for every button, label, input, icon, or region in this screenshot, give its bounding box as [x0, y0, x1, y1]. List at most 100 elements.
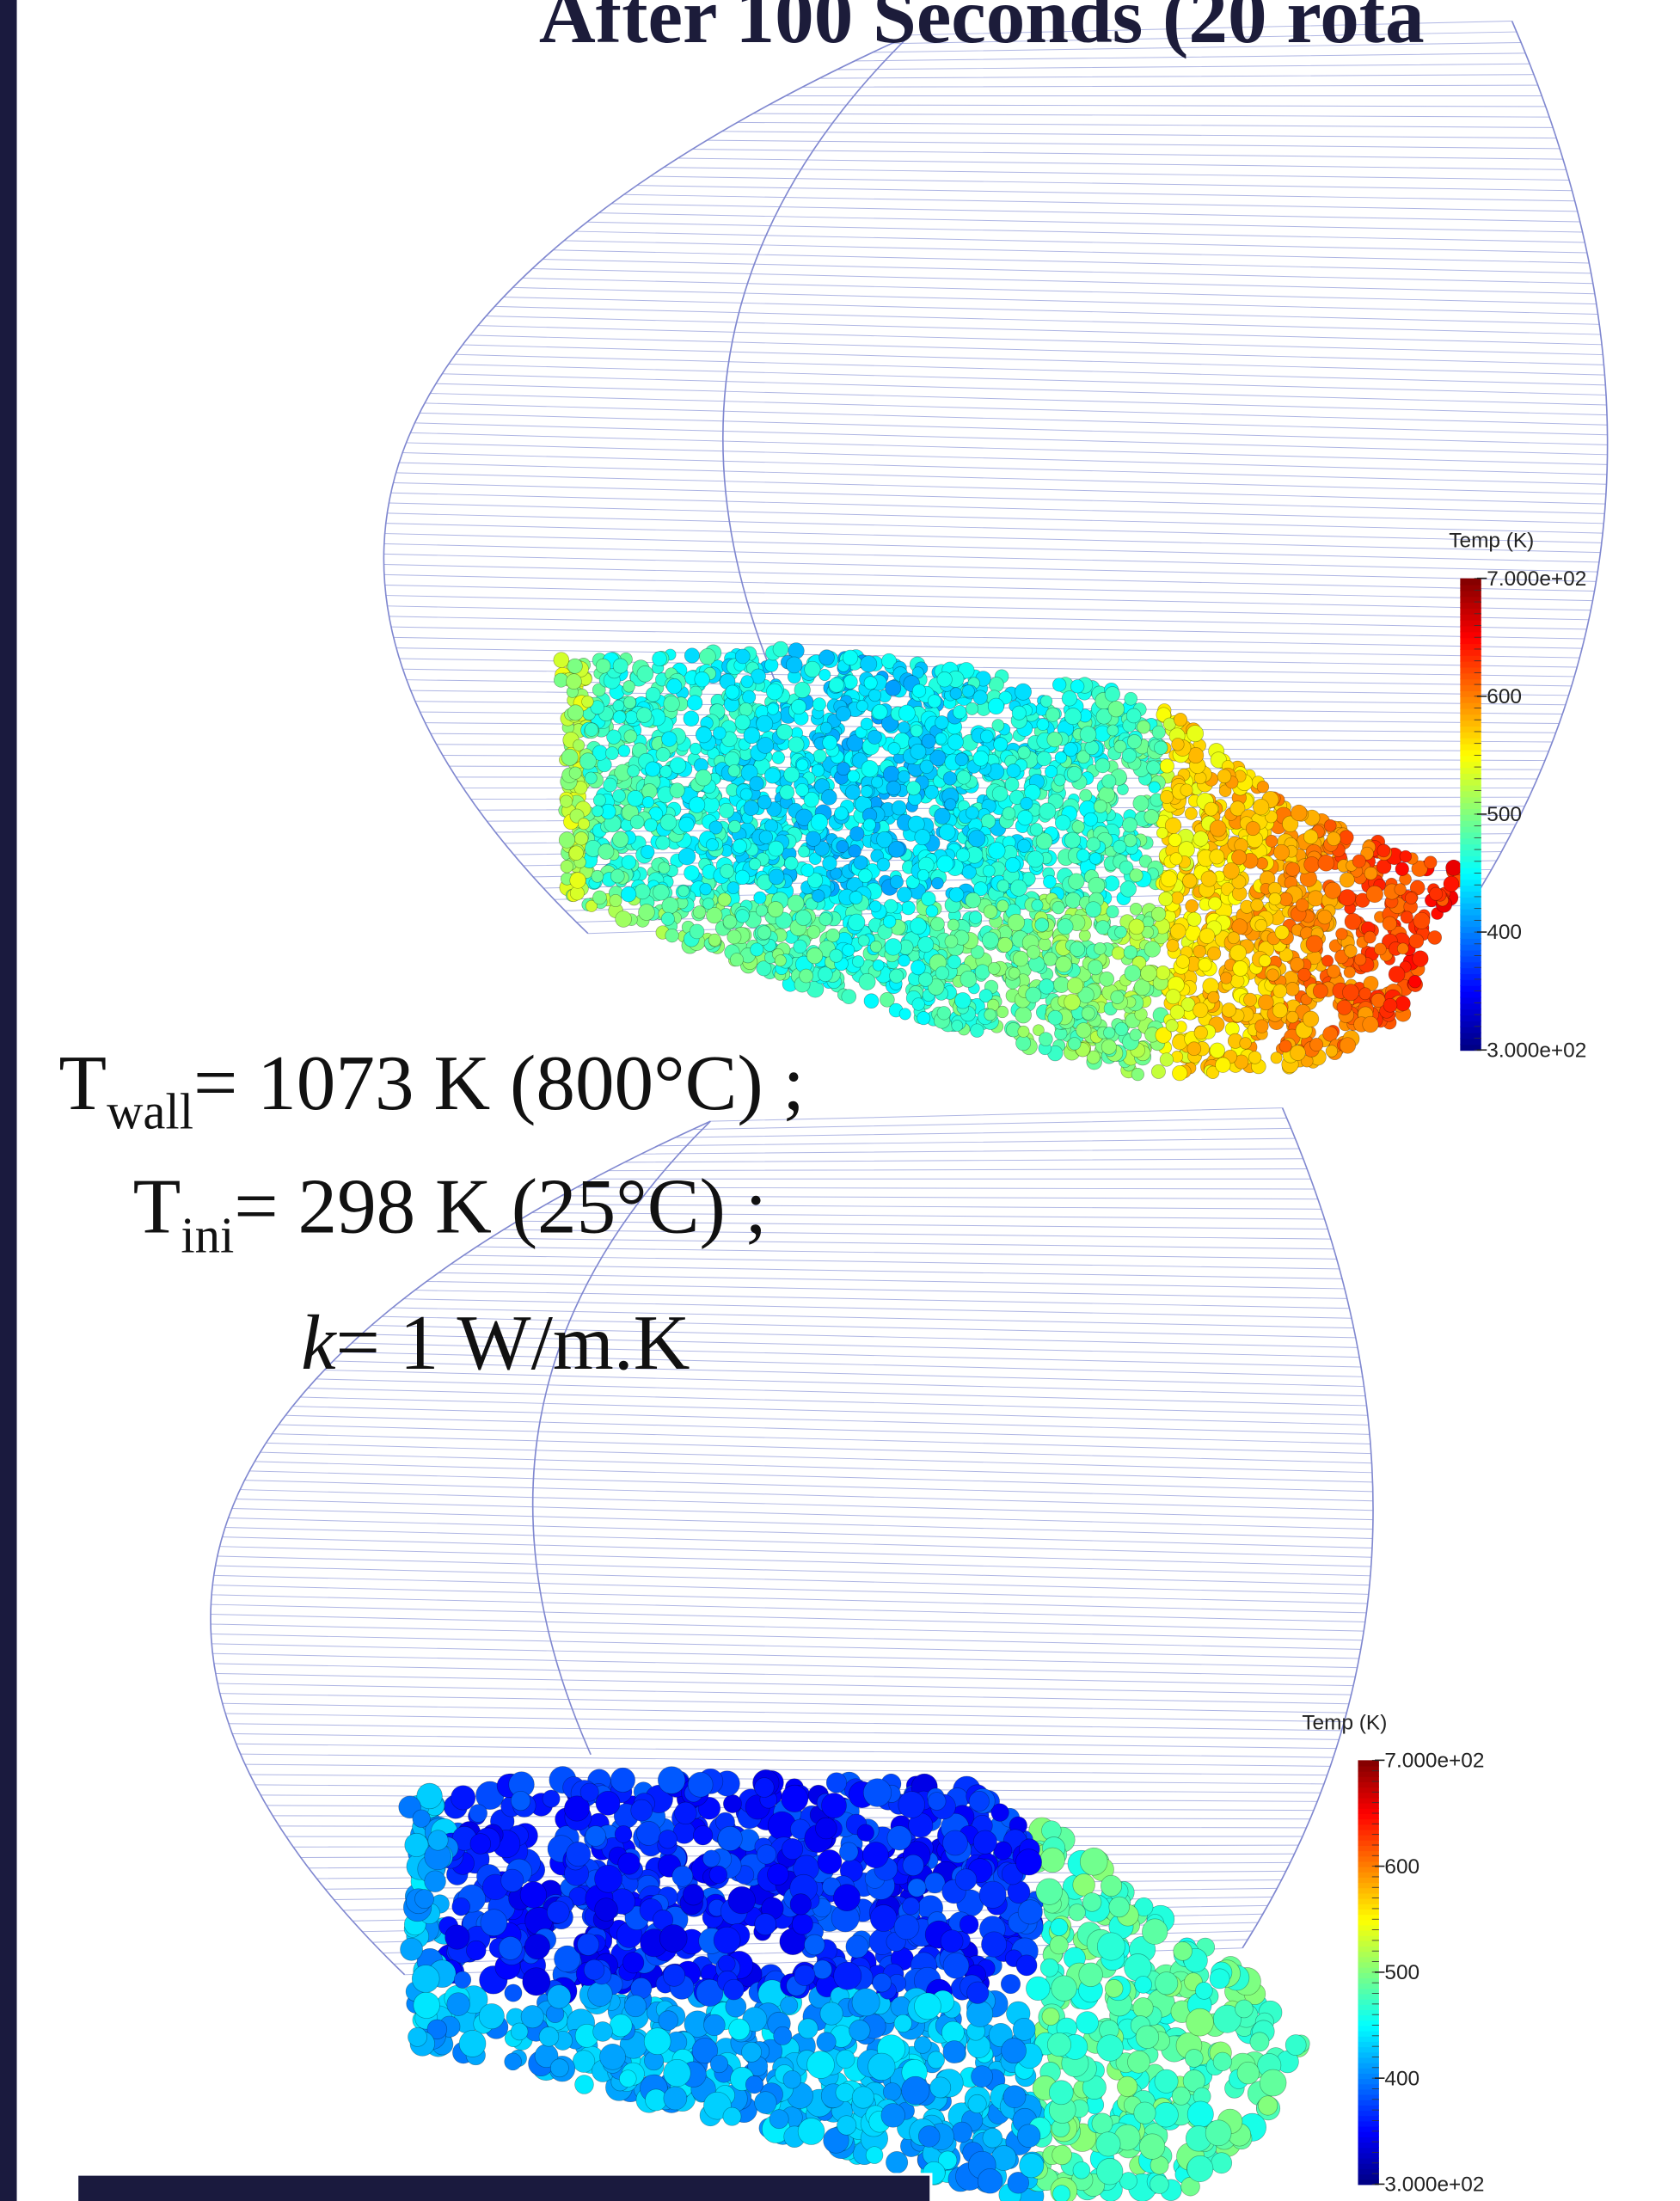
particle [1096, 2158, 1123, 2185]
particle [567, 705, 583, 720]
particle [1413, 951, 1429, 967]
particle [1144, 941, 1161, 958]
particle [912, 684, 926, 698]
particle [846, 1935, 868, 1958]
colorbar-swatch [1358, 1898, 1378, 1904]
particle [1109, 1897, 1130, 1917]
particle [774, 2026, 792, 2045]
particle [1115, 1022, 1128, 1035]
particle [1013, 951, 1028, 966]
colorbar-swatch [1358, 1940, 1378, 1947]
particle [935, 733, 947, 744]
particle [520, 1882, 547, 1909]
particle [887, 1826, 911, 1850]
particle [1105, 1979, 1123, 1997]
particle [1065, 892, 1081, 908]
particle [595, 1898, 618, 1922]
colorbar-swatch [1358, 2152, 1378, 2158]
particle [1327, 965, 1340, 978]
particle [794, 682, 811, 698]
particle [683, 1885, 703, 1905]
particle [1142, 1919, 1168, 1945]
particle [1097, 1933, 1125, 1960]
particle [792, 1914, 812, 1934]
particle [943, 1830, 968, 1855]
condition-text: = 1073 K (800°C) ; [193, 1039, 805, 1126]
particle [756, 904, 767, 916]
particle [700, 883, 712, 895]
particle [605, 747, 618, 760]
particle [1199, 958, 1212, 972]
particle [1174, 713, 1186, 726]
particle [570, 873, 586, 889]
particle [885, 939, 902, 956]
colorbar-tick-label: 600 [1487, 685, 1522, 708]
particle [745, 2075, 763, 2094]
particle [566, 674, 581, 690]
particle [861, 786, 873, 798]
particle [937, 855, 953, 872]
particle [618, 745, 630, 757]
particle [1364, 867, 1377, 880]
particle [1136, 2026, 1159, 2049]
particle [956, 849, 970, 862]
particle [889, 969, 903, 983]
particle [960, 971, 977, 987]
particle [1327, 832, 1340, 846]
particle [915, 830, 930, 845]
caption-box [77, 2174, 931, 2201]
particle [726, 685, 739, 699]
particle [700, 648, 716, 665]
particle [1135, 1976, 1152, 1993]
colorbar-tick-label: 3.000e+02 [1487, 1039, 1586, 1062]
particle [834, 1962, 861, 1989]
particle [1395, 996, 1410, 1011]
particle [670, 783, 684, 798]
particle [1117, 2076, 1137, 2097]
particle [1211, 2153, 1232, 2173]
particle [625, 711, 638, 724]
left-frame [0, 0, 17, 2201]
particle [1154, 2102, 1179, 2127]
particle [1258, 2096, 1277, 2116]
particle [788, 895, 804, 911]
particle [910, 917, 926, 934]
particle [790, 1894, 811, 1915]
particle [1141, 966, 1157, 982]
particle [1089, 853, 1101, 865]
particle [786, 657, 802, 673]
particle [754, 892, 766, 904]
particle [1017, 839, 1030, 852]
particle [521, 2005, 543, 2027]
particle [1125, 692, 1137, 705]
particle [1008, 914, 1025, 931]
particle [781, 1996, 798, 2014]
particle [1144, 810, 1159, 825]
particle [901, 2076, 929, 2105]
particle [807, 2051, 835, 2079]
particle [684, 866, 700, 881]
particle [664, 2087, 687, 2110]
particle [1217, 769, 1231, 783]
condition: k= 1 W/m.K [301, 1299, 690, 1386]
particle [1166, 990, 1180, 1004]
particle [663, 1965, 684, 1986]
particle [1345, 945, 1358, 958]
particle [414, 1890, 433, 1909]
particle [1133, 795, 1149, 811]
particle [785, 856, 799, 870]
particle [767, 1864, 788, 1885]
particle [780, 785, 794, 800]
particle [898, 770, 910, 782]
particle [636, 1821, 660, 1845]
particle [728, 1886, 756, 1914]
particle [914, 1993, 941, 2020]
particle [1235, 2000, 1254, 2018]
colorbar-swatch [1358, 2131, 1378, 2137]
particle [641, 845, 654, 859]
particle [981, 1932, 1006, 1957]
particle [1364, 931, 1376, 943]
particle [1027, 946, 1040, 959]
condition-text: = 298 K (25°C) ; [234, 1162, 767, 1249]
condition-symbol: T [58, 1039, 107, 1126]
